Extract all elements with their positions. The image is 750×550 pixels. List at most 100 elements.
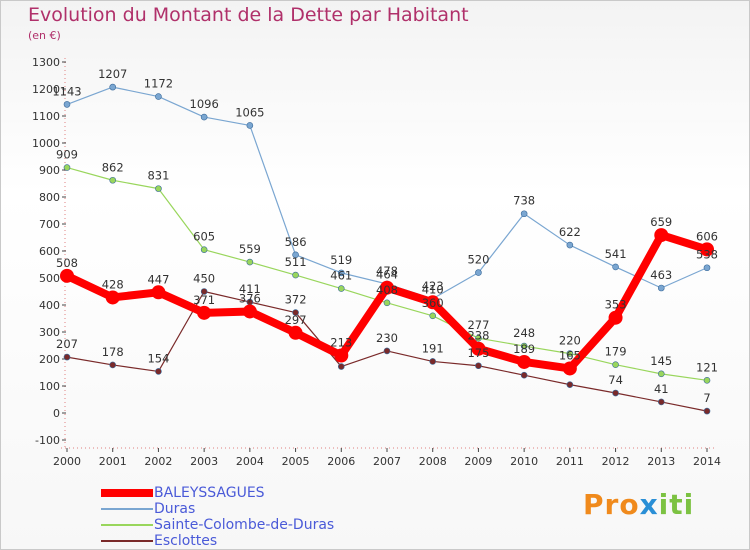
legend-item-sainte-colombe-de-duras[interactable]: Sainte-Colombe-de-Duras [101,517,401,533]
y-tick-label: 0 [53,407,60,420]
data-label-duras: 1207 [98,67,127,81]
data-label-esclottes: 154 [147,351,169,365]
data-point-baleyssagues [60,268,74,283]
data-point-esclottes [657,398,665,406]
data-point-sainte-colombe-de-duras [200,246,208,253]
data-point-esclottes [337,363,345,370]
data-label-esclottes: 41 [654,382,669,396]
data-point-baleyssagues [654,228,669,243]
data-point-duras [200,113,208,121]
line-chart: -100 0 100 200 300 400 500 600 700 800 900 1000 1100… [32,56,721,468]
data-label-sainte-colombe-de-duras: 179 [605,345,627,359]
logo-part-1: Pro [583,488,640,521]
data-point-esclottes [292,309,299,316]
data-label-baleyssagues: 376 [239,291,261,305]
data-point-esclottes [200,288,208,295]
data-label-baleyssagues: 447 [147,272,169,286]
data-label-sainte-colombe-de-duras: 862 [102,160,124,174]
data-point-duras [109,83,117,91]
data-label-duras: 520 [467,253,489,267]
data-point-sainte-colombe-de-duras [703,377,711,384]
data-label-baleyssagues: 165 [559,348,581,362]
data-label-duras: 478 [376,264,398,278]
data-label-duras: 1143 [52,84,81,98]
data-point-baleyssagues [242,304,257,319]
data-point-esclottes [703,407,711,415]
x-tick-label: 2013 [647,455,675,468]
data-point-sainte-colombe-de-duras [383,299,391,307]
data-point-duras [703,264,711,272]
data-label-duras: 538 [696,248,718,262]
proxiti-logo: Proxiti [583,488,694,521]
data-label-esclottes: 74 [608,373,623,387]
data-label-sainte-colombe-de-duras: 408 [376,283,398,297]
series-layer [60,83,714,415]
data-point-sainte-colombe-de-duras [292,271,299,279]
x-tick-label: 2002 [144,455,172,468]
data-point-baleyssagues [608,310,623,325]
data-point-duras [612,263,619,271]
data-point-baleyssagues [197,305,212,320]
data-point-duras [337,269,345,277]
data-point-baleyssagues [334,348,349,363]
data-label-sainte-colombe-de-duras: 360 [422,296,444,310]
y-tick-label: 900 [39,164,60,177]
y-tick-label: 700 [39,218,60,231]
legend-label-sainte-colombe-de-duras: Sainte-Colombe-de-Duras [154,517,335,533]
data-label-duras: 622 [559,225,581,239]
data-point-sainte-colombe-de-duras [612,361,619,368]
data-label-baleyssagues: 238 [467,329,489,343]
data-label-esclottes: 450 [193,272,215,286]
data-point-esclottes [155,368,162,375]
data-point-sainte-colombe-de-duras [337,285,345,292]
data-label-duras: 1065 [235,105,264,119]
data-point-duras [292,251,299,259]
data-label-duras: 1172 [144,77,173,91]
legend-item-esclottes[interactable]: Esclottes [101,533,401,549]
data-point-esclottes [566,381,574,388]
data-label-baleyssagues: 213 [330,335,352,349]
legend-label-duras: Duras [154,501,196,517]
data-label-esclottes: 175 [467,346,489,360]
data-point-baleyssagues [517,354,532,369]
x-tick-label: 2003 [190,455,218,468]
data-point-esclottes [612,389,619,397]
data-label-esclottes: 207 [56,337,78,351]
data-point-duras [63,101,71,108]
data-point-baleyssagues [288,325,303,340]
legend-label-baleyssagues: BALEYSSAGUES [154,485,265,501]
data-point-duras [657,284,665,292]
data-label-baleyssagues: 508 [56,256,78,270]
y-tick-label: 200 [39,353,60,366]
data-label-sainte-colombe-de-duras: 831 [147,169,169,183]
data-point-baleyssagues [425,295,440,310]
data-label-sainte-colombe-de-duras: 145 [650,354,672,368]
x-tick-label: 2007 [373,455,401,468]
x-tick-label: 2008 [419,455,447,468]
data-point-esclottes [429,358,437,365]
data-labels-layer: 1143 1207 1172 1096 1065 586 519 478 423 520 738 62… [52,67,718,405]
legend-item-baleyssagues[interactable]: BALEYSSAGUES [101,485,401,501]
data-point-sainte-colombe-de-duras [520,342,528,350]
x-tick-label: 2006 [327,455,355,468]
data-point-sainte-colombe-de-duras [475,334,482,342]
x-tick-label: 2012 [602,455,630,468]
legend-item-duras[interactable]: Duras [101,501,401,517]
data-label-sainte-colombe-de-duras: 559 [239,242,261,256]
data-point-duras [246,122,254,129]
data-label-esclottes: 372 [285,293,307,307]
data-label-sainte-colombe-de-duras: 220 [559,334,581,348]
data-label-sainte-colombe-de-duras: 511 [285,255,307,269]
data-label-sainte-colombe-de-duras: 121 [696,360,718,374]
x-tick-label: 2000 [53,455,81,468]
legend-swatch-esclottes [101,540,153,542]
data-point-baleyssagues [105,290,120,305]
data-label-duras: 423 [422,279,444,293]
data-label-baleyssagues: 606 [696,229,718,243]
data-label-baleyssagues: 428 [102,277,124,291]
y-tick-label: 1200 [32,83,60,96]
logo-part-3: iti [658,488,695,521]
x-tick-label: 2011 [556,455,584,468]
legend-swatch-duras [101,508,153,510]
data-label-sainte-colombe-de-duras: 605 [193,230,215,244]
